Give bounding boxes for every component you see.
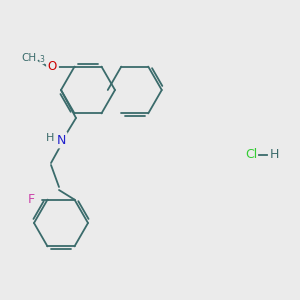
Text: H: H <box>270 148 279 161</box>
Text: CH: CH <box>21 52 37 63</box>
Text: H: H <box>46 133 54 143</box>
Text: N: N <box>56 134 66 146</box>
Text: F: F <box>28 193 35 206</box>
Text: Cl: Cl <box>245 148 257 161</box>
Text: O: O <box>48 60 57 73</box>
Text: 3: 3 <box>40 55 44 64</box>
